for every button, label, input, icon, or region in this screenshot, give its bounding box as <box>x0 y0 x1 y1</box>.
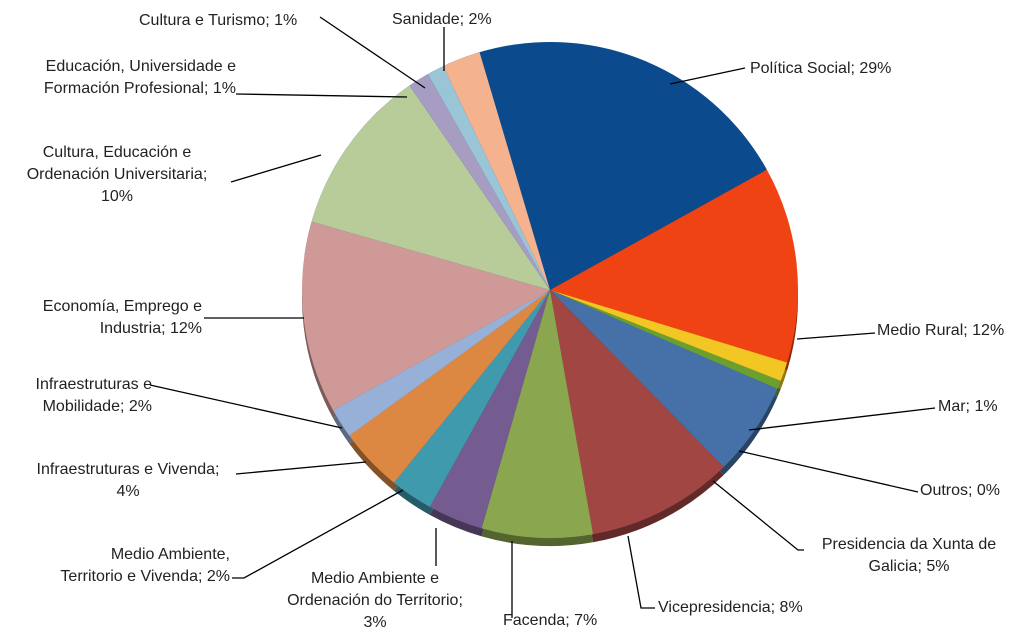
label-infraestruturas-mobilidade: Infraestruturas e Mobilidade; 2% <box>35 376 153 415</box>
pie-slice-cultura_edu <box>311 85 550 291</box>
pie-slice-presidencia <box>550 290 778 467</box>
label-educacion-universidade: Educación, Universidade e Formación Prof… <box>43 58 236 97</box>
leader-line-mar <box>748 407 936 431</box>
pie-slice-mar <box>550 290 788 381</box>
label-cultura-educacion: Cultura, Educación e Ordenación Universi… <box>26 144 208 205</box>
pie-slice-economia <box>302 221 550 411</box>
label-economia: Economía, Emprego e Industria; 12% <box>42 298 202 337</box>
pie-slice-medio_amb_ord <box>429 290 550 529</box>
label-medio-rural: Medio Rural; 12% <box>877 322 1005 339</box>
pie-slice-infra_mob <box>333 290 550 436</box>
leader-line-educacion <box>235 93 408 98</box>
label-sanidade: Sanidade; 2% <box>392 11 492 28</box>
label-presidencia: Presidencia da Xunta de Galicia; 5% <box>821 536 997 575</box>
label-outros: Outros; 0% <box>920 482 1001 499</box>
pie-slice-medio_rural <box>550 169 798 363</box>
leader-line-politica <box>669 67 746 85</box>
leader-line-presidencia <box>712 480 804 551</box>
pie-slice-infra_viv <box>349 290 550 483</box>
label-mar: Mar; 1% <box>938 398 998 415</box>
pie-slice-facenda <box>481 290 594 538</box>
pie-slice-cultura_tur <box>427 66 550 290</box>
pie-slice-sanidade <box>443 52 550 291</box>
pie-slice-outros <box>550 290 781 389</box>
leader-line-outros <box>738 450 919 493</box>
pie-slice-vicepresidencia <box>550 290 724 535</box>
leader-line-infra_viv <box>235 461 367 475</box>
pie-slice-medio_amb_viv <box>393 290 550 507</box>
label-cultura-turismo: Cultura e Turismo; 1% <box>139 12 298 29</box>
leader-line-infra_mob <box>149 384 343 429</box>
leader-line-cultura_tur <box>319 16 426 89</box>
leader-line-medio_rural <box>796 332 876 340</box>
label-politica-social: Política Social; 29% <box>750 60 892 77</box>
label-medio-ambiente-vivenda: Medio Ambiente, Territorio e Vivenda; 2% <box>60 546 230 585</box>
pie-slice-educacion <box>409 74 550 291</box>
leader-line-medio_amb_viv <box>232 489 404 579</box>
label-infraestruturas-vivenda: Infraestruturas e Vivenda; 4% <box>36 461 220 500</box>
leader-line-vicepresidencia <box>627 535 655 609</box>
label-vicepresidencia: Vicepresidencia; 8% <box>658 599 803 616</box>
label-facenda: Facenda; 7% <box>503 612 598 629</box>
label-medio-ambiente-ordenacion: Medio Ambiente e Ordenación do Territori… <box>287 570 463 631</box>
leader-line-cultura_edu <box>230 154 322 183</box>
